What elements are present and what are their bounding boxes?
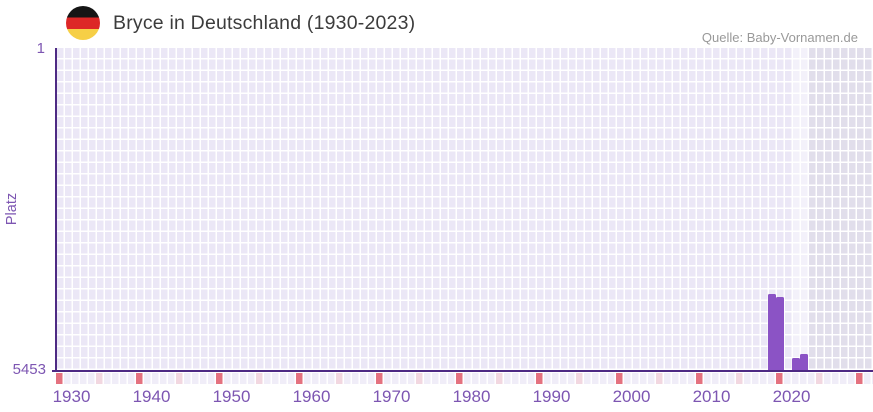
germany-flag-icon xyxy=(66,6,100,40)
x-tick-label-1970: 1970 xyxy=(372,387,411,406)
x-tick-label-1950: 1950 xyxy=(212,387,251,406)
x-tick-label-2020: 2020 xyxy=(772,387,811,406)
y-axis-max-label: 1 xyxy=(36,40,45,57)
x-axis-tick-strip xyxy=(56,373,873,384)
x-axis-line xyxy=(52,370,873,372)
y-axis-line xyxy=(55,48,57,372)
x-tick-label-1960: 1960 xyxy=(292,387,331,406)
chart-title: Bryce in Deutschland (1930-2023) xyxy=(113,12,416,34)
x-axis-labels: 1930 1940 1950 1960 1970 1980 1990 2000 2010 2020 xyxy=(0,387,873,409)
y-axis-title: Platz xyxy=(4,192,20,226)
bars-layer xyxy=(57,48,873,372)
x-tick-label-2000: 2000 xyxy=(612,387,651,406)
x-tick-label-1990: 1990 xyxy=(532,387,571,406)
bar-2020[interactable] xyxy=(776,297,784,372)
bar-2022[interactable] xyxy=(792,358,800,372)
x-tick-label-1930: 1930 xyxy=(52,387,91,406)
source-credit: Quelle: Baby-Vornamen.de xyxy=(701,30,858,45)
x-tick-label-1980: 1980 xyxy=(452,387,491,406)
x-tick-label-1940: 1940 xyxy=(132,387,171,406)
x-tick-label-2010: 2010 xyxy=(692,387,731,406)
bar-2019[interactable] xyxy=(768,294,776,372)
y-axis-min-label: 5453 xyxy=(12,361,46,378)
plot-area xyxy=(57,48,873,372)
bar-2023[interactable] xyxy=(800,353,808,372)
